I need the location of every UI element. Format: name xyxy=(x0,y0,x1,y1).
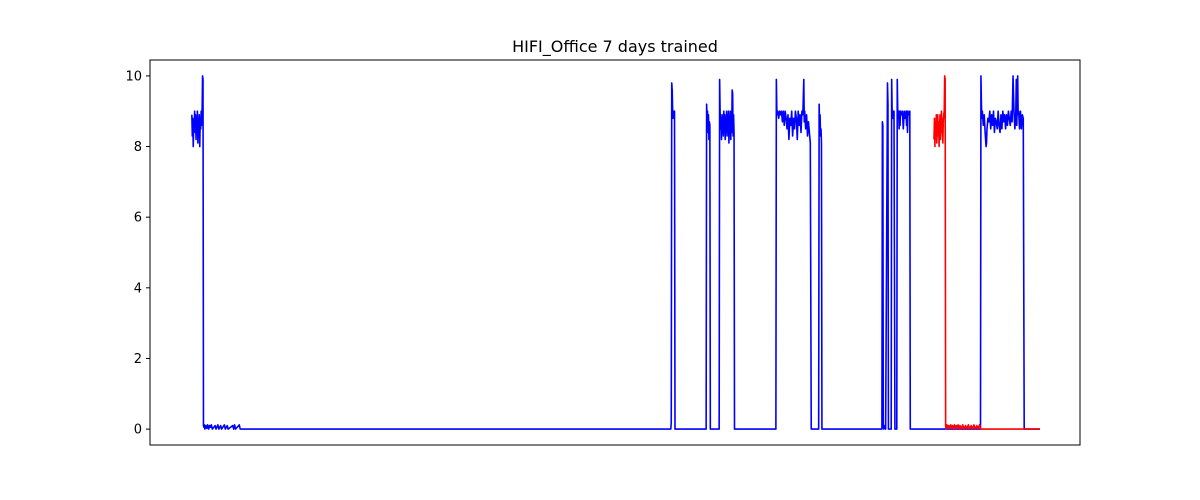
y-tick-label: 2 xyxy=(134,352,142,367)
series-line-1 xyxy=(191,75,1041,430)
series-layer xyxy=(191,75,1041,430)
y-tick-label: 8 xyxy=(134,140,142,155)
axes-frame xyxy=(149,59,1081,446)
y-tick-label: 6 xyxy=(134,211,142,226)
chart-title: HIFI_Office 7 days trained xyxy=(512,37,718,57)
series-line-2 xyxy=(933,75,1041,430)
y-axis: 0 2 4 6 8 10 xyxy=(125,69,150,438)
y-tick-label: 10 xyxy=(125,69,142,84)
y-tick-label: 4 xyxy=(134,281,142,296)
y-tick-label: 0 xyxy=(134,423,142,438)
